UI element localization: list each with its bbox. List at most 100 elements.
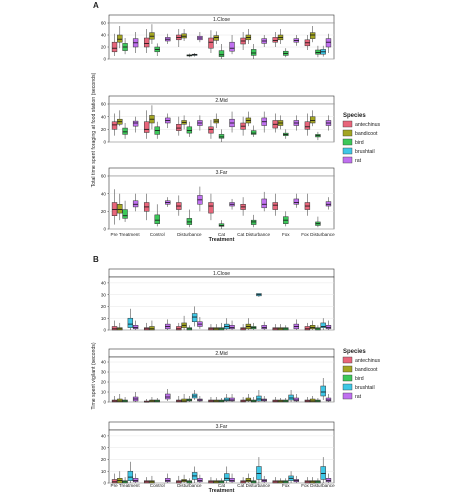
x-tick-label: Disturbance: [177, 483, 202, 488]
legend-b-label-bandicoot: bandicoot: [355, 367, 378, 373]
facet-title: 3.Far: [216, 170, 228, 176]
box-antechinus: [143, 37, 150, 48]
y-tick-label: 0: [103, 400, 106, 405]
legend-b-swatch-brushtail: [342, 383, 353, 391]
facet-plot-area: [108, 356, 335, 403]
box-antechinus: [208, 202, 214, 214]
box-antechinus: [208, 37, 214, 49]
facet-b-3: 3.Far 0 10 20 30 40: [101, 421, 335, 486]
box-bird: [250, 219, 257, 225]
y-tick-label: 30: [101, 292, 107, 297]
facet-title: 3.Far: [216, 424, 228, 430]
legend-a-label-brushtail: brushtail: [355, 149, 375, 155]
facet-a-1: 1.Close 0 20 40 60: [101, 14, 335, 62]
box-bandicoot: [117, 204, 123, 214]
box-rat: [293, 198, 300, 205]
y-tick-label: 0: [103, 328, 106, 333]
box-antechinus: [111, 479, 118, 484]
box-antechinus: [111, 121, 118, 130]
box-bird: [250, 130, 257, 135]
x-tick-label: Fox: [282, 483, 290, 488]
box-brushtail: [320, 466, 326, 480]
y-tick-label: 10: [101, 469, 107, 474]
box-rat: [132, 120, 139, 127]
box-brushtail: [256, 466, 262, 480]
box-rat: [197, 478, 203, 483]
x-tick-label: Control: [150, 232, 165, 237]
facet-a-3: 3.Far 0 20 40 60: [101, 167, 335, 232]
box-bandicoot: [309, 325, 316, 330]
facet-b-1: 1.Close 0 10 20 30 40: [101, 268, 335, 333]
box-bird: [186, 218, 193, 225]
x-tick-label: Disturbance: [177, 232, 202, 237]
box-antechinus: [111, 41, 118, 53]
x-tick-label: Cat Disturbance: [237, 232, 270, 237]
box-bird: [122, 209, 128, 219]
y-tick-label: 0: [103, 227, 106, 232]
y-tick-label: 0: [103, 481, 106, 486]
legend-a-swatch-brushtail: [342, 147, 353, 155]
box-rat: [325, 325, 332, 330]
y-tick-label: 60: [101, 21, 107, 26]
facet-title: 2.Mid: [215, 98, 227, 104]
box-rat: [165, 393, 171, 400]
legend-a-swatch-bird: [342, 138, 353, 146]
x-tick-label: Pre Treatment: [111, 483, 141, 488]
box-bandicoot: [117, 34, 123, 43]
box-bird: [250, 49, 257, 56]
box-antechinus: [304, 121, 311, 130]
box-bandicoot: [117, 398, 123, 403]
box-antechinus: [208, 126, 214, 134]
legend-b-label-bird: bird: [355, 376, 364, 382]
box-rat: [325, 38, 332, 48]
y-axis-label: Total time spent foraging at food statio…: [91, 72, 97, 187]
y-tick-label: 20: [101, 304, 107, 309]
box-antechinus: [272, 37, 278, 43]
box-brushtail: [320, 322, 326, 328]
facet-plot-area: [108, 276, 335, 331]
box-antechinus: [111, 202, 118, 216]
y-tick-label: 30: [101, 370, 107, 375]
y-tick-label: 0: [103, 57, 106, 62]
legend-b-label-antechinus: antechinus: [355, 358, 380, 364]
x-axis-label: Treatment: [209, 237, 235, 243]
box-antechinus: [176, 326, 182, 331]
box-rat: [325, 478, 332, 483]
legend-b-label-rat: rat: [355, 394, 362, 400]
box-rat: [132, 325, 139, 330]
box-rat: [325, 201, 332, 207]
facet-title: 2.Mid: [215, 351, 227, 357]
y-tick-label: 20: [101, 380, 107, 385]
x-tick-label: Pre Treatment: [111, 232, 141, 237]
y-tick-label: 10: [101, 390, 107, 395]
y-tick-label: 40: [101, 360, 107, 365]
y-tick-label: 40: [101, 433, 107, 438]
box-bandicoot: [213, 35, 219, 41]
box-bandicoot: [245, 478, 252, 483]
y-tick-label: 30: [101, 445, 107, 450]
box-rat: [325, 397, 332, 402]
legend-a-title: Species: [343, 113, 366, 119]
facet-title: 1.Close: [213, 17, 230, 23]
x-tick-label: Fox Disturbance: [301, 483, 335, 488]
box-rat: [165, 478, 171, 483]
box-bandicoot: [149, 326, 155, 331]
y-tick-label: 20: [101, 209, 107, 214]
box-rat: [229, 397, 235, 402]
x-axis-label: Treatment: [209, 488, 235, 494]
box-bird: [218, 50, 225, 57]
box-rat: [261, 198, 267, 209]
y-tick-label: 60: [101, 174, 107, 179]
facet-title: 1.Close: [213, 271, 230, 277]
box-antechinus: [143, 121, 150, 133]
y-tick-label: 20: [101, 45, 107, 50]
x-tick-label: Control: [150, 483, 165, 488]
facet-b-2: 2.Mid 0 10 20 30 40: [101, 348, 335, 405]
box-bandicoot: [309, 116, 316, 124]
box-bandicoot: [245, 397, 252, 402]
box-brushtail: [288, 394, 294, 401]
box-antechinus: [304, 326, 311, 331]
box-rat: [132, 478, 139, 483]
box-brushtail: [224, 397, 230, 402]
